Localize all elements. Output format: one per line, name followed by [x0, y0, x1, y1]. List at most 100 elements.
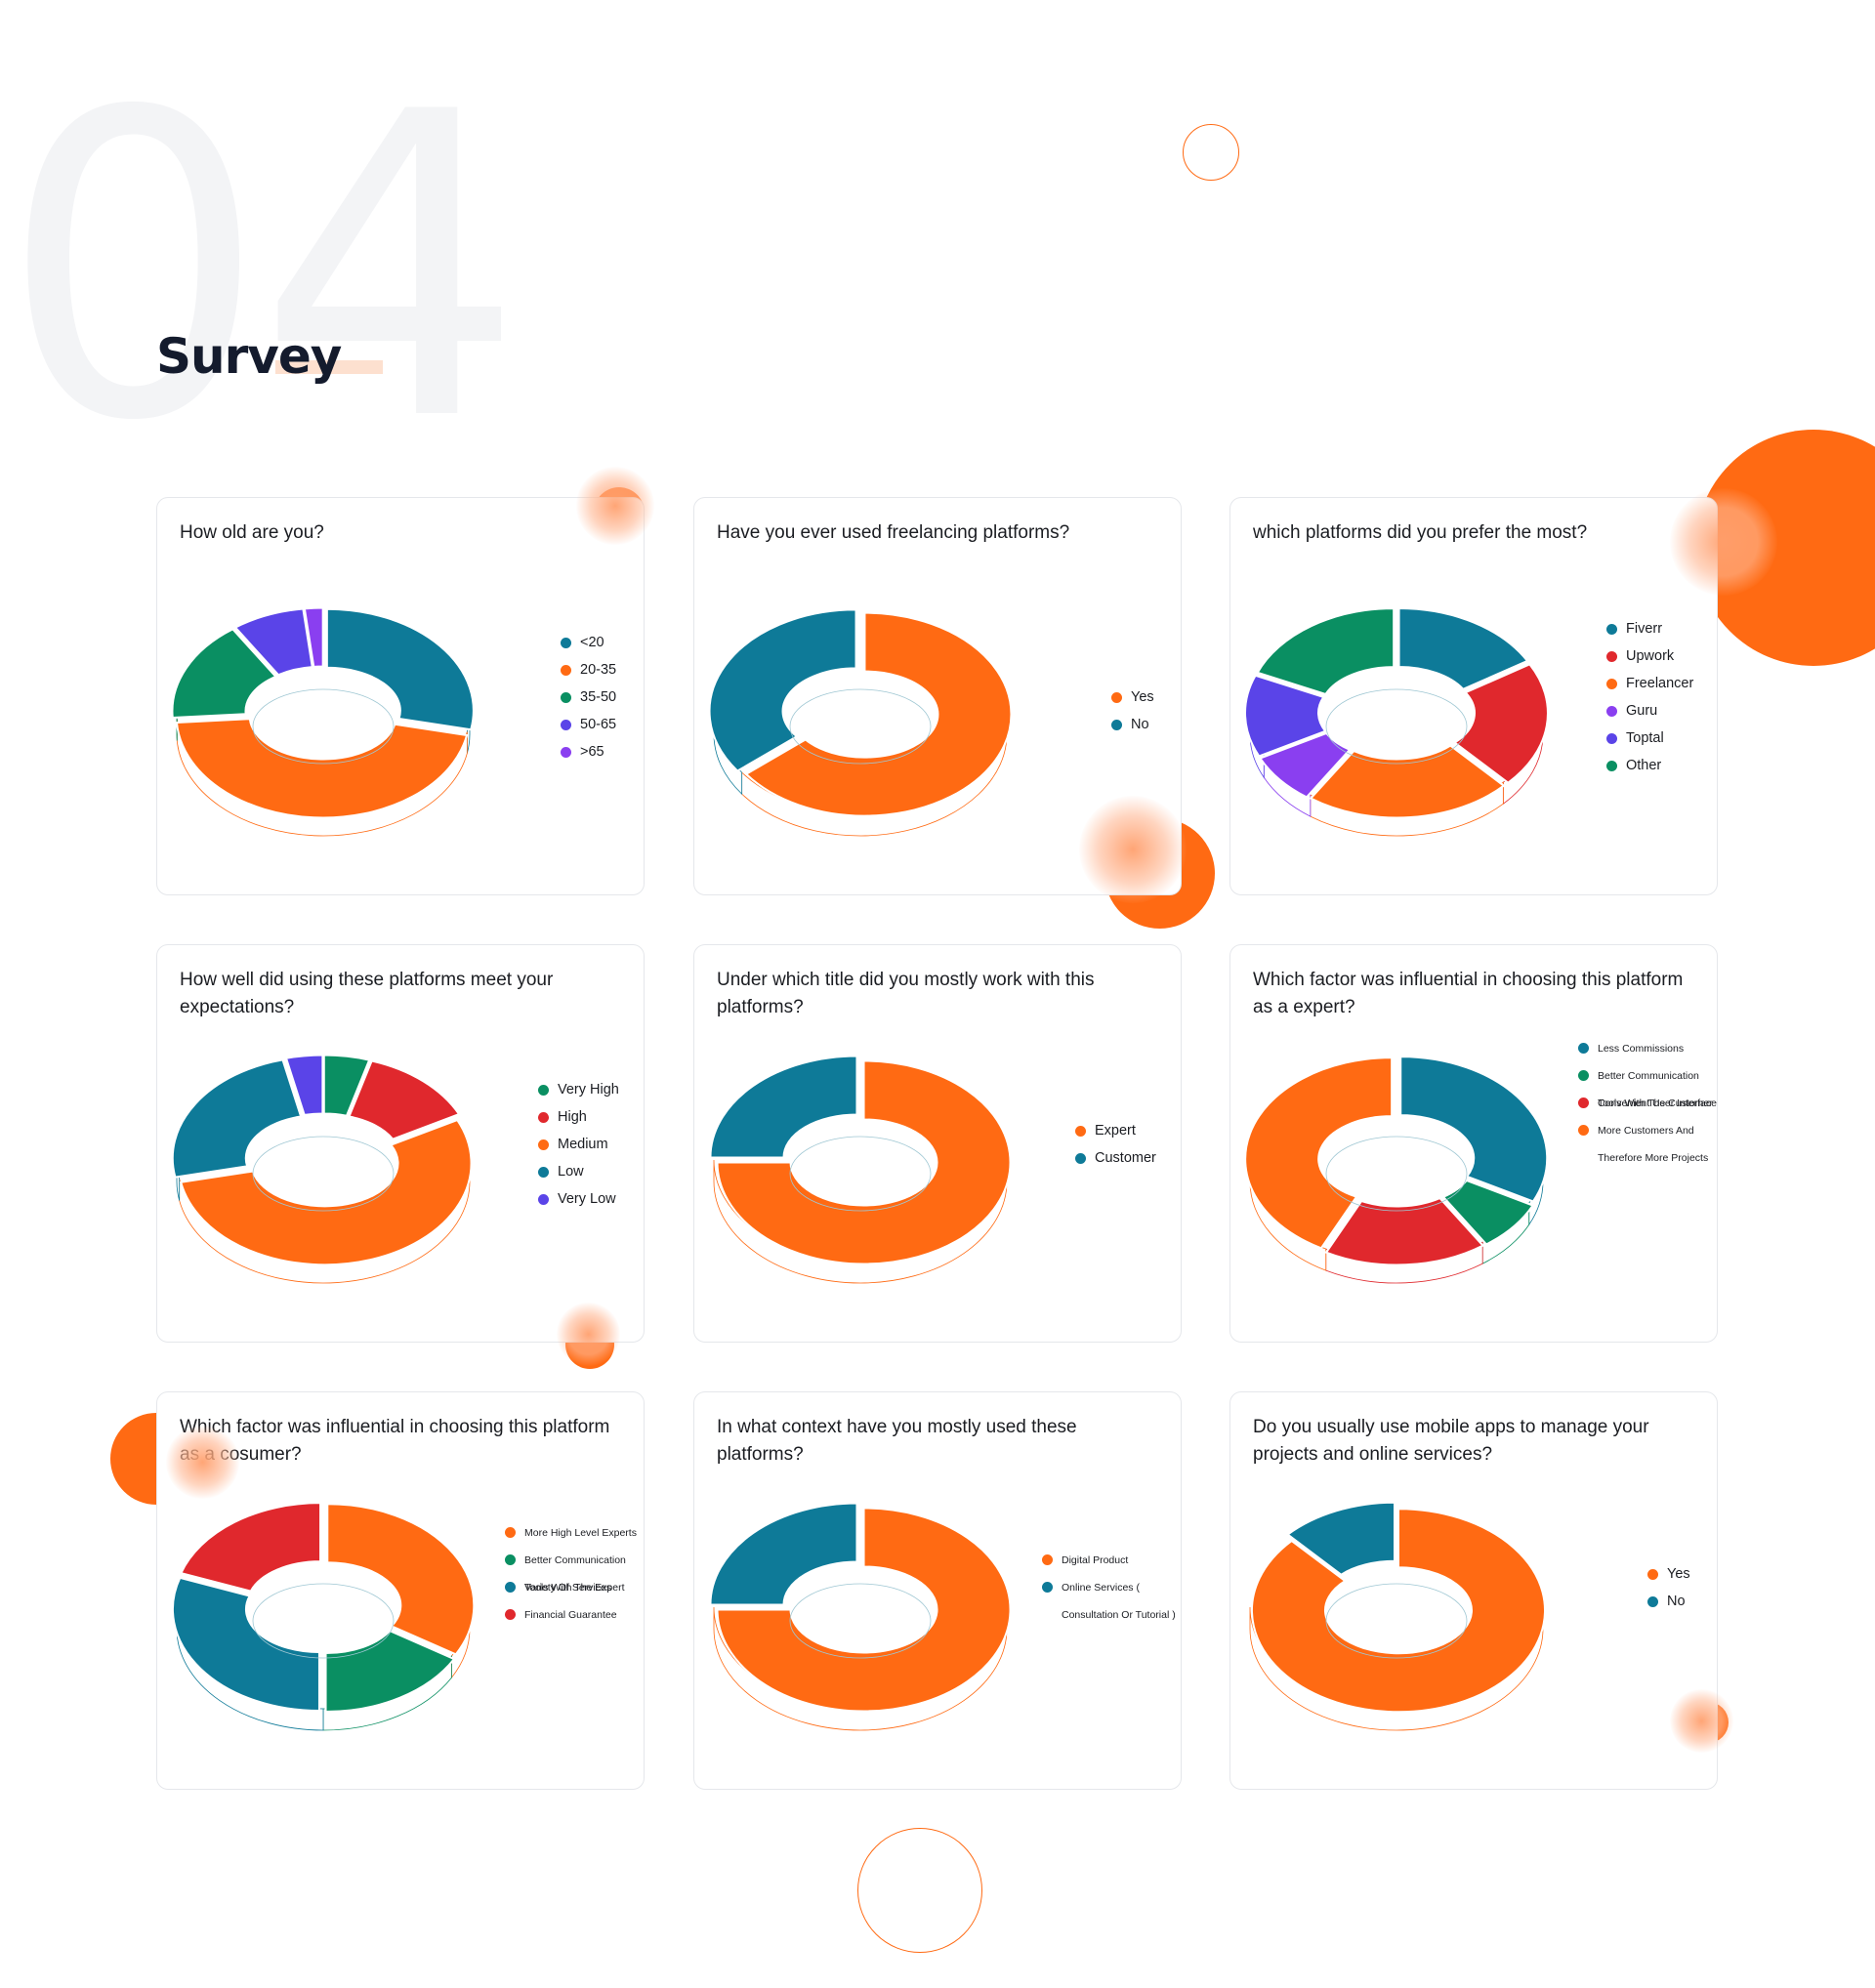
donut-chart: [1249, 1501, 1546, 1731]
legend-label: Less Commissions: [1598, 1043, 1685, 1055]
legend-label: No: [1667, 1594, 1686, 1609]
legend-swatch: [561, 637, 571, 648]
legend-item-50-65: 50-65: [561, 711, 616, 738]
chart-legend: Yes No: [1111, 683, 1154, 738]
legend-item-35-50: 35-50: [561, 683, 616, 711]
legend-swatch: [505, 1527, 516, 1538]
legend-swatch: [505, 1609, 516, 1620]
slice-more-customers-and-therefore-more-projects: [1244, 1056, 1394, 1250]
legend-swatch: [1606, 705, 1617, 717]
chart-legend: Expert Customer: [1075, 1117, 1156, 1172]
glow-card2: [1079, 796, 1187, 903]
legend-label: 50-65: [580, 717, 617, 732]
chart-title: How well did using these platforms meet …: [180, 970, 554, 1017]
section-title: Survey: [156, 328, 342, 385]
legend-label: Medium: [558, 1137, 608, 1152]
legend-item-financial-guarantee: Financial Guarantee: [505, 1601, 644, 1629]
chart-title: How old are you?: [180, 522, 324, 543]
legend-label: Digital Product: [1062, 1554, 1129, 1566]
legend-item-better-communication-tools-with-the-expert: Better Communication Tools With The Expe…: [505, 1547, 644, 1594]
legend-label: Guru: [1626, 703, 1658, 719]
chart-legend: Less Commissions Better Communication Too…: [1578, 1035, 1717, 1164]
legend-label: Variety Of Services: [524, 1582, 612, 1594]
legend-swatch: [1075, 1152, 1086, 1164]
donut-hole-edge: [789, 1583, 932, 1659]
donut-hole-edge: [252, 1136, 395, 1212]
legend-swatch: [1578, 1125, 1589, 1136]
legend-item-high: High: [538, 1103, 619, 1131]
legend-swatch: [538, 1193, 549, 1205]
donut-chart: [171, 606, 475, 837]
slice-yes: [744, 611, 1013, 817]
slice-50-65: [233, 607, 313, 677]
chart-card-mobile-apps: Do you usually use mobile apps to manage…: [1229, 1391, 1718, 1790]
legend-item-expert: Expert: [1075, 1117, 1156, 1144]
legend-item-65: >65: [561, 738, 616, 766]
slice-financial-guarantee: [179, 1502, 322, 1593]
legend-label: Toptal: [1626, 730, 1664, 746]
legend-label: Upwork: [1626, 648, 1675, 664]
donut-chart: [709, 1502, 1012, 1731]
donut-hole-edge: [789, 688, 932, 765]
donut-hole-edge: [252, 1583, 395, 1659]
legend-label: Yes: [1667, 1566, 1690, 1582]
legend-label: More Customers And Therefore More Projec…: [1598, 1125, 1709, 1164]
slice-high: [348, 1059, 461, 1140]
legend-label: <20: [580, 635, 604, 650]
legend-item-freelancer: Freelancer: [1606, 670, 1693, 697]
legend-swatch: [1647, 1568, 1658, 1580]
legend-label: Better Communication Tools With The Expe…: [524, 1554, 626, 1594]
legend-label: Very Low: [558, 1191, 616, 1207]
legend-item-other: Other: [1606, 752, 1693, 779]
slice-upwork: [1452, 663, 1549, 784]
legend-item-yes: Yes: [1647, 1560, 1690, 1588]
legend-swatch: [1578, 1070, 1589, 1081]
chart-legend: <20 20-35 35-50 50-65 >65: [561, 629, 616, 766]
legend-label: Other: [1626, 758, 1662, 773]
legend-label: Low: [558, 1164, 584, 1180]
chart-legend: Fiverr Upwork Freelancer Guru Toptal Other: [1606, 615, 1693, 779]
legend-swatch: [1578, 1043, 1589, 1054]
legend-label: 20-35: [580, 662, 617, 678]
legend-swatch: [538, 1084, 549, 1096]
slice-online-services-consultation-or-tutorial: [709, 1502, 858, 1606]
legend-swatch: [505, 1582, 516, 1593]
chart-card-expert-factor: Which factor was influential in choosing…: [1229, 944, 1718, 1343]
chart-title: Do you usually use mobile apps to manage…: [1253, 1417, 1649, 1465]
deco-ring-top: [1183, 124, 1239, 181]
slice-no: [1285, 1501, 1396, 1576]
slice-toptal: [1244, 674, 1327, 758]
legend-swatch: [505, 1554, 516, 1565]
legend-label: High: [558, 1109, 587, 1125]
slice-20-35: [175, 718, 469, 819]
legend-item-very-high: Very High: [538, 1076, 619, 1103]
legend-item-20: <20: [561, 629, 616, 656]
legend-item-20-35: 20-35: [561, 656, 616, 683]
legend-item-more-high-level-experts: More High Level Experts: [505, 1519, 644, 1547]
legend-item-yes: Yes: [1111, 683, 1154, 711]
legend-item-no: No: [1647, 1588, 1690, 1615]
slice-variety-of-services: [171, 1576, 320, 1713]
chart-legend: Yes No: [1647, 1560, 1690, 1615]
slice-very-low: [284, 1054, 324, 1117]
legend-swatch: [561, 664, 571, 676]
legend-label: 35-50: [580, 689, 617, 705]
legend-swatch: [561, 691, 571, 703]
donut-hole-edge: [789, 1136, 932, 1212]
chart-card-age: How old are you? <20 20-35 35-50 50-65 >65: [156, 497, 645, 895]
chart-title: Have you ever used freelancing platforms…: [717, 522, 1070, 543]
donut-chart: [709, 1055, 1012, 1284]
chart-card-consumer-factor: Which factor was influential in choosing…: [156, 1391, 645, 1790]
slice-customer: [709, 1055, 858, 1159]
legend-swatch: [1578, 1098, 1589, 1108]
slice-guru: [1258, 731, 1352, 799]
legend-item-fiverr: Fiverr: [1606, 615, 1693, 642]
glow-card3: [1670, 488, 1777, 596]
donut-chart: [171, 1502, 476, 1731]
legend-swatch: [1606, 650, 1617, 662]
chart-card-context: In what context have you mostly used the…: [693, 1391, 1182, 1790]
legend-swatch: [1111, 691, 1122, 703]
legend-item-medium: Medium: [538, 1131, 619, 1158]
slice-fiverr: [1397, 606, 1529, 690]
chart-legend: Very High High Medium Low Very Low: [538, 1076, 619, 1213]
